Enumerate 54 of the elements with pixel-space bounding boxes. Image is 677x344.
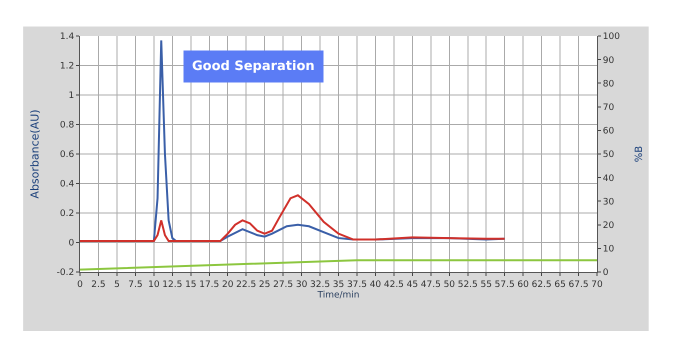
y2-tick-label: 50 bbox=[602, 150, 615, 160]
x-tick-label: 10 bbox=[148, 280, 160, 290]
y-tick-label: 1.4 bbox=[60, 32, 74, 42]
x-tick-label: 65 bbox=[554, 280, 566, 290]
x-tick-label: 12.5 bbox=[162, 280, 182, 290]
x-tick-label: 0 bbox=[77, 280, 84, 290]
y2-tick-label: 0 bbox=[602, 268, 609, 278]
y2-tick-label: 70 bbox=[602, 102, 615, 113]
x-tick-label: 27.5 bbox=[273, 280, 294, 290]
x-tick-label: 30 bbox=[296, 280, 308, 290]
y2-axis-title: %B bbox=[634, 146, 645, 162]
x-axis-title: Time/min bbox=[316, 290, 360, 301]
x-tick-label: 37.5 bbox=[346, 280, 367, 290]
x-tick-label: 57.5 bbox=[494, 280, 515, 290]
x-tick-label: 7.5 bbox=[128, 280, 143, 290]
y-tick-label: 1.2 bbox=[60, 62, 74, 72]
y-axis-title: Absorbance(AU) bbox=[28, 109, 42, 199]
y2-tick-label: 10 bbox=[602, 244, 615, 255]
x-tick-label: 15 bbox=[185, 280, 197, 290]
y2-tick-label: 60 bbox=[602, 126, 615, 137]
x-tick-label: 67.5 bbox=[568, 280, 589, 290]
y-tick-label: 0.6 bbox=[60, 150, 74, 160]
line-series bbox=[80, 194, 506, 242]
x-tick-label: 42.5 bbox=[384, 280, 404, 290]
x-tick-label: 62.5 bbox=[532, 280, 552, 290]
x-tick-label: 47.5 bbox=[420, 280, 441, 290]
x-tick-label: 17.5 bbox=[199, 280, 220, 290]
y2-tick-label: 20 bbox=[602, 220, 615, 231]
x-tick-label: 50 bbox=[444, 280, 456, 290]
x-tick-label: 40 bbox=[370, 280, 382, 290]
x-tick-label: 22.5 bbox=[236, 280, 256, 290]
y2-tick-label: 90 bbox=[602, 56, 615, 66]
x-tick-label: 2.5 bbox=[91, 280, 106, 290]
y-tick-label: 0.4 bbox=[60, 180, 74, 190]
annotation: Good Separation bbox=[192, 59, 315, 74]
y-tick-label: 1 bbox=[68, 91, 74, 102]
y2-tick-label: 40 bbox=[602, 174, 615, 184]
y2-tick-label: 100 bbox=[602, 32, 620, 42]
x-tick-label: 55 bbox=[480, 280, 492, 290]
x-tick-label: 60 bbox=[517, 280, 530, 290]
x-tick-label: 35 bbox=[332, 280, 344, 290]
y2-tick-label: 30 bbox=[602, 197, 615, 208]
y-tick-label: 0.2 bbox=[60, 209, 74, 220]
y-tick-label: 0.8 bbox=[60, 120, 74, 131]
y-tick-label: 0 bbox=[68, 238, 74, 249]
x-tick-label: 5 bbox=[114, 280, 120, 290]
y2-tick-label: 80 bbox=[602, 79, 615, 90]
x-tick-label: 45 bbox=[406, 280, 418, 290]
x-tick-label: 25 bbox=[258, 280, 270, 290]
x-tick-label: 70 bbox=[591, 280, 603, 290]
x-tick-label: 32.5 bbox=[310, 280, 330, 290]
x-tick-label: 52.5 bbox=[458, 280, 478, 290]
x-tick-label: 20 bbox=[222, 280, 234, 290]
y-tick-label: -0.2 bbox=[56, 268, 74, 278]
